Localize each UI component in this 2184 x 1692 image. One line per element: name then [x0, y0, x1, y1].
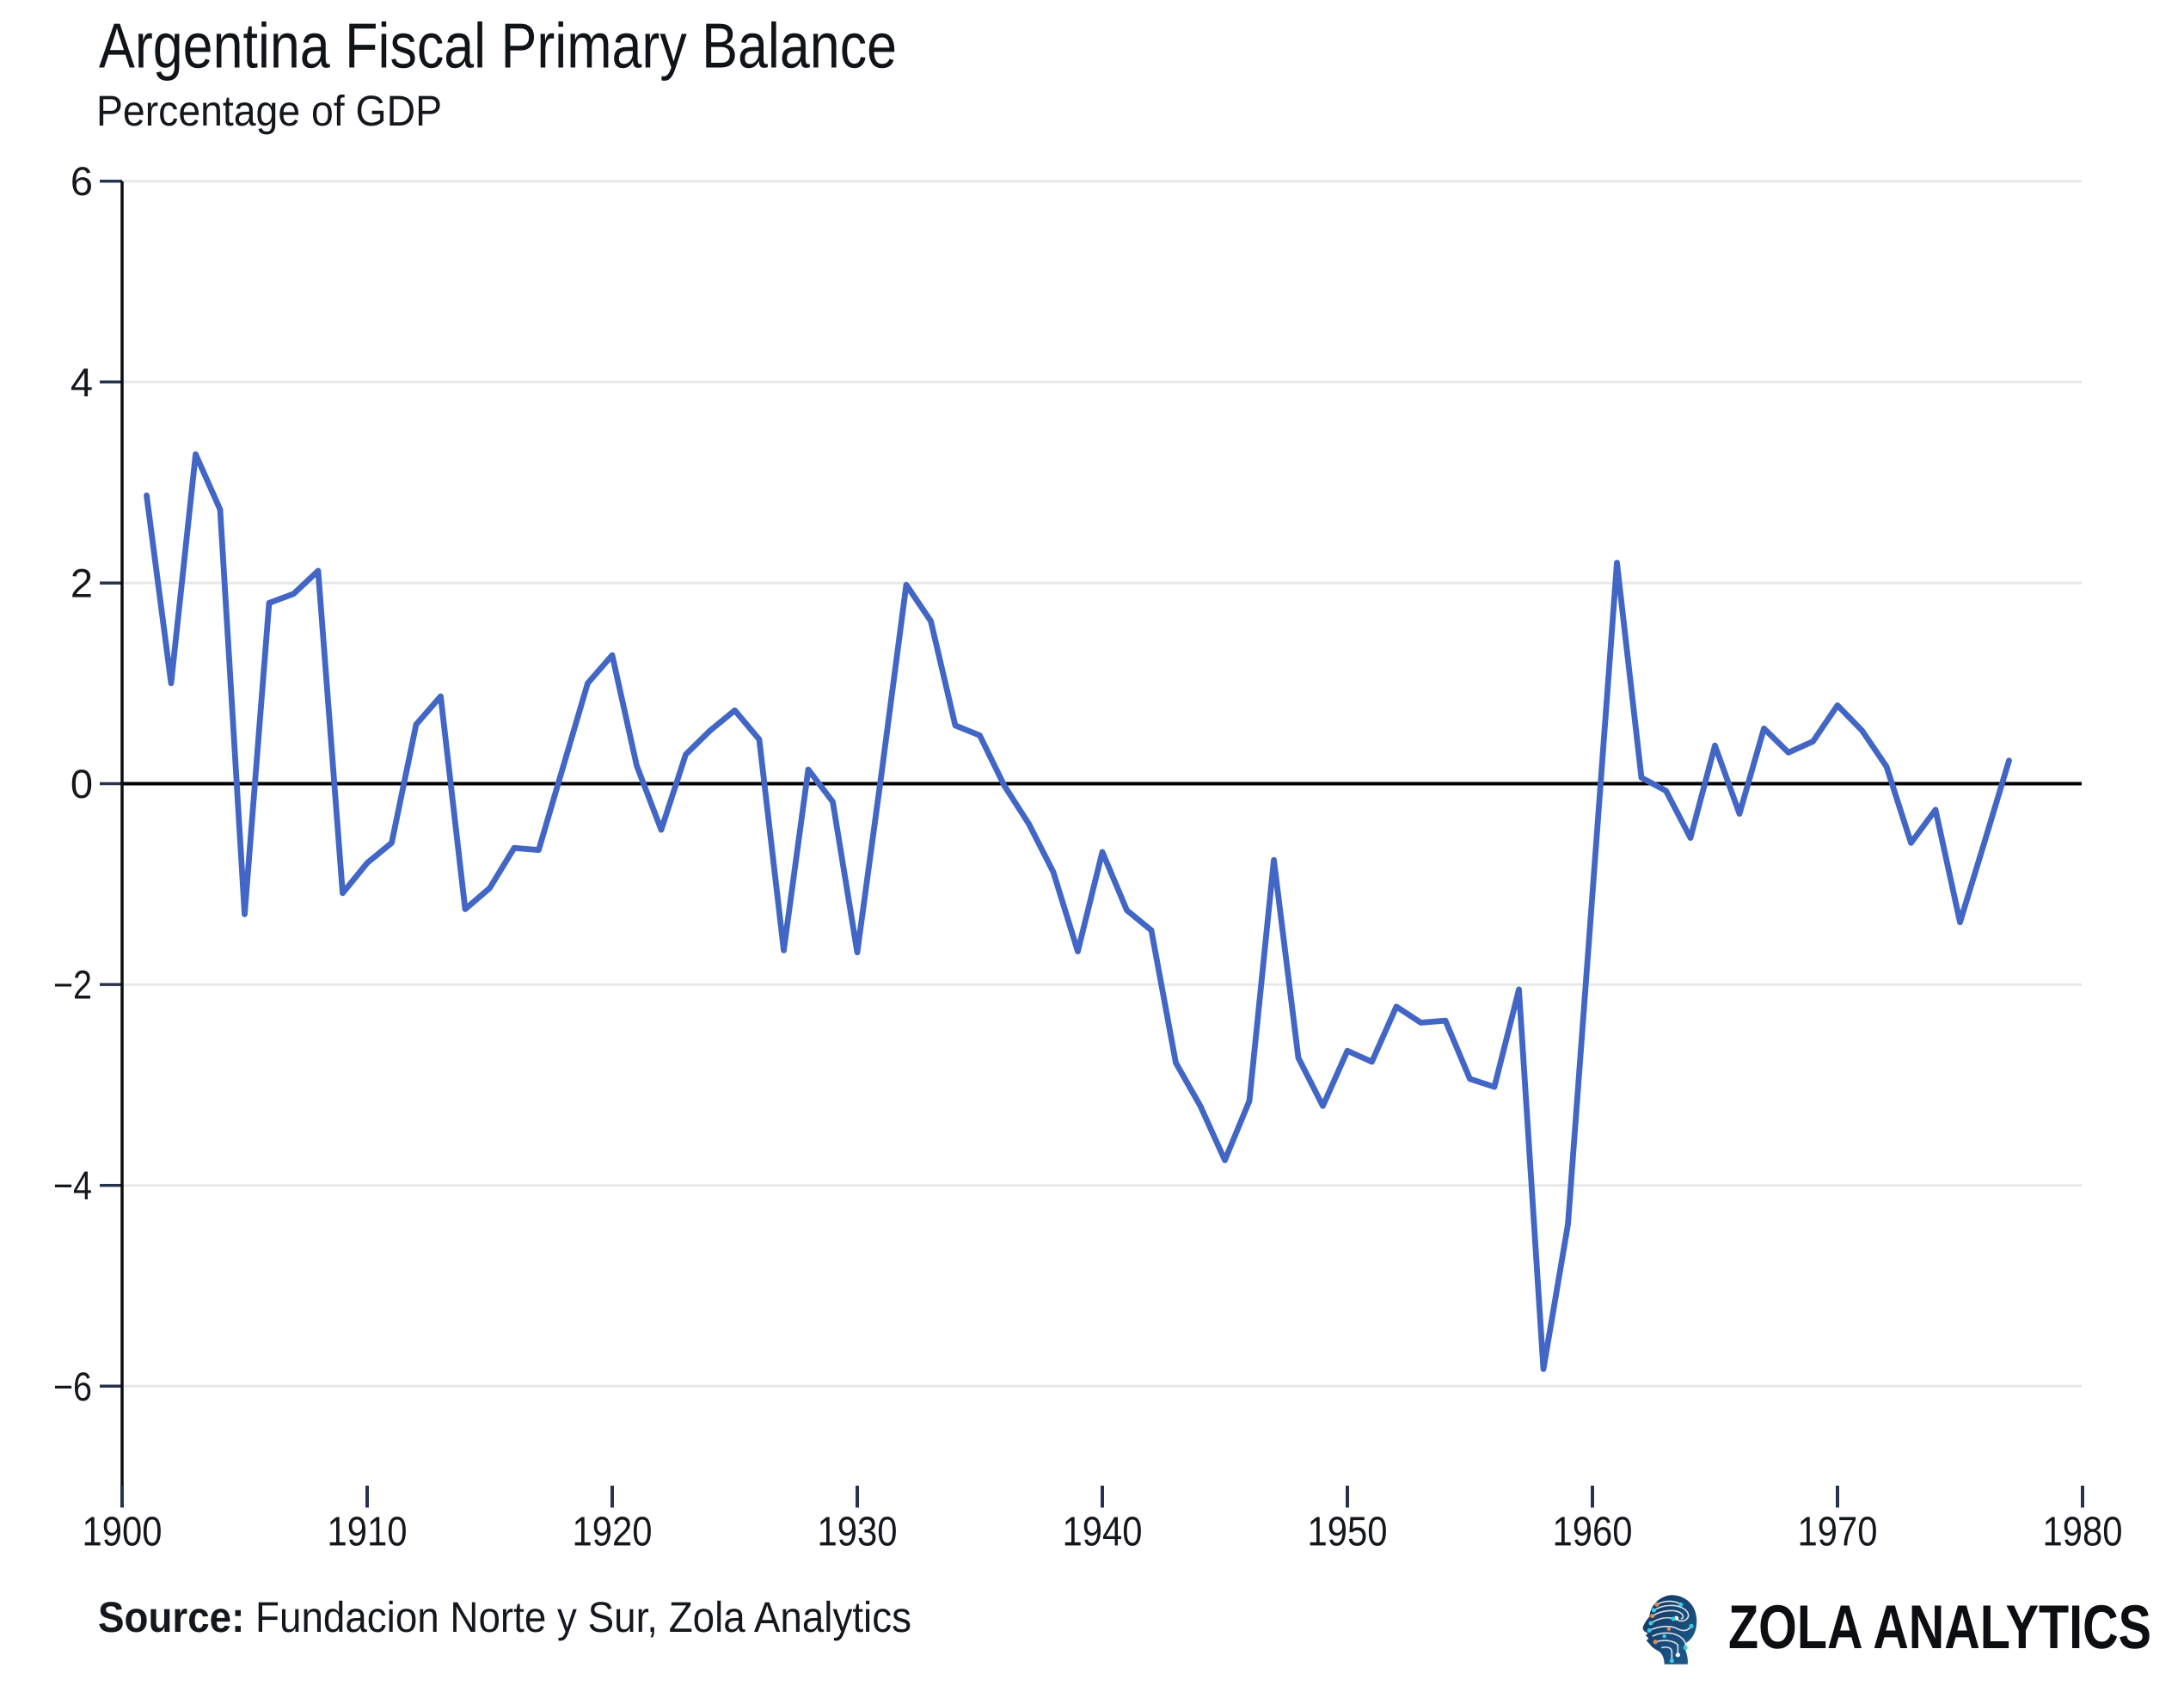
- svg-text:0: 0: [71, 761, 93, 806]
- svg-text:1930: 1930: [818, 1510, 898, 1555]
- svg-text:−4: −4: [53, 1162, 92, 1208]
- svg-text:−2: −2: [53, 962, 92, 1008]
- svg-text:2: 2: [71, 561, 93, 606]
- svg-text:4: 4: [71, 359, 93, 405]
- svg-text:Percentage of GDP: Percentage of GDP: [96, 87, 442, 135]
- svg-text:Source: Fundacion Norte y Sur,: Source: Fundacion Norte y Sur, Zola Anal…: [98, 1593, 911, 1641]
- svg-text:1940: 1940: [1063, 1510, 1143, 1555]
- svg-text:1970: 1970: [1798, 1510, 1878, 1555]
- svg-text:1980: 1980: [2043, 1510, 2123, 1555]
- svg-text:−6: −6: [53, 1364, 92, 1409]
- svg-text:Argentina Fiscal Primary Balan: Argentina Fiscal Primary Balance: [99, 10, 897, 82]
- svg-text:1910: 1910: [328, 1510, 408, 1555]
- svg-text:6: 6: [71, 158, 93, 204]
- svg-text:1950: 1950: [1308, 1510, 1388, 1555]
- svg-text:1920: 1920: [573, 1510, 653, 1555]
- svg-text:1960: 1960: [1553, 1510, 1633, 1555]
- svg-text:1900: 1900: [83, 1510, 163, 1555]
- svg-text:ZOLA ANALYTICS: ZOLA ANALYTICS: [1728, 1593, 2151, 1662]
